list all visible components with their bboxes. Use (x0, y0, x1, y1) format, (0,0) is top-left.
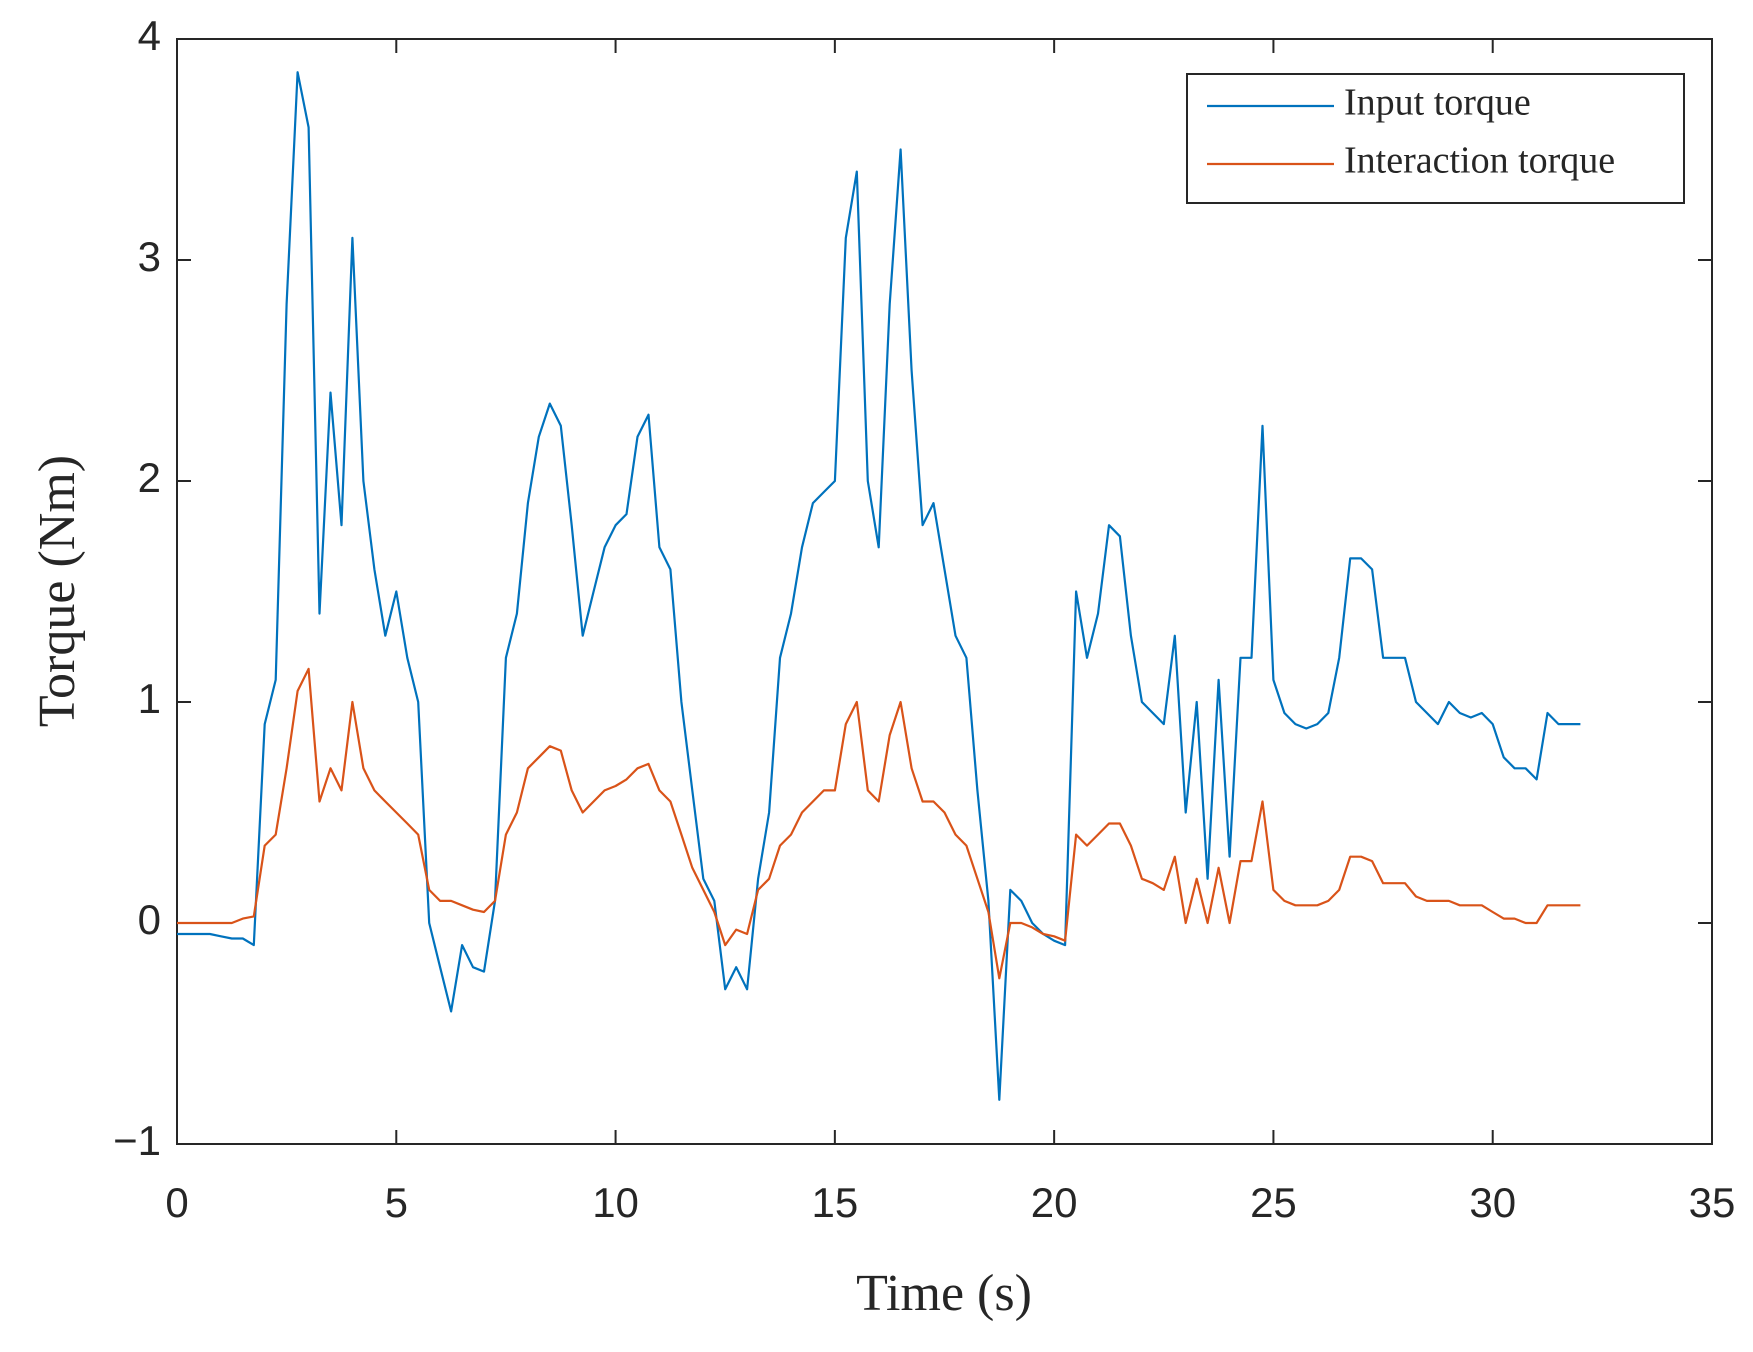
x-tick-label: 35 (1689, 1179, 1736, 1226)
legend-label: Interaction torque (1344, 140, 1615, 182)
legend: Input torque Interaction torque (1186, 73, 1685, 204)
x-tick-label: 20 (1031, 1179, 1078, 1226)
y-tick-label: 1 (138, 675, 161, 722)
x-tick-label: 25 (1250, 1179, 1297, 1226)
x-tick-label: 15 (811, 1179, 858, 1226)
y-tick-label: 0 (138, 896, 161, 943)
x-tick-label: 5 (385, 1179, 408, 1226)
x-tick-label: 0 (165, 1179, 188, 1226)
legend-label: Input torque (1344, 82, 1531, 124)
y-tick-label: 4 (138, 12, 161, 59)
x-tick-label: 30 (1469, 1179, 1516, 1226)
series-line (177, 71, 1581, 1101)
y-tick-label: 3 (138, 233, 161, 280)
y-axis-label: Torque (Nm) (29, 455, 86, 727)
x-axis-label: Time (s) (856, 1265, 1032, 1322)
x-tick-label: 10 (592, 1179, 639, 1226)
legend-box (1186, 73, 1685, 204)
plot-area (176, 38, 1713, 1145)
series-line (177, 667, 1581, 980)
y-tick-label: 2 (138, 454, 161, 501)
y-tick-label: −1 (113, 1117, 161, 1164)
